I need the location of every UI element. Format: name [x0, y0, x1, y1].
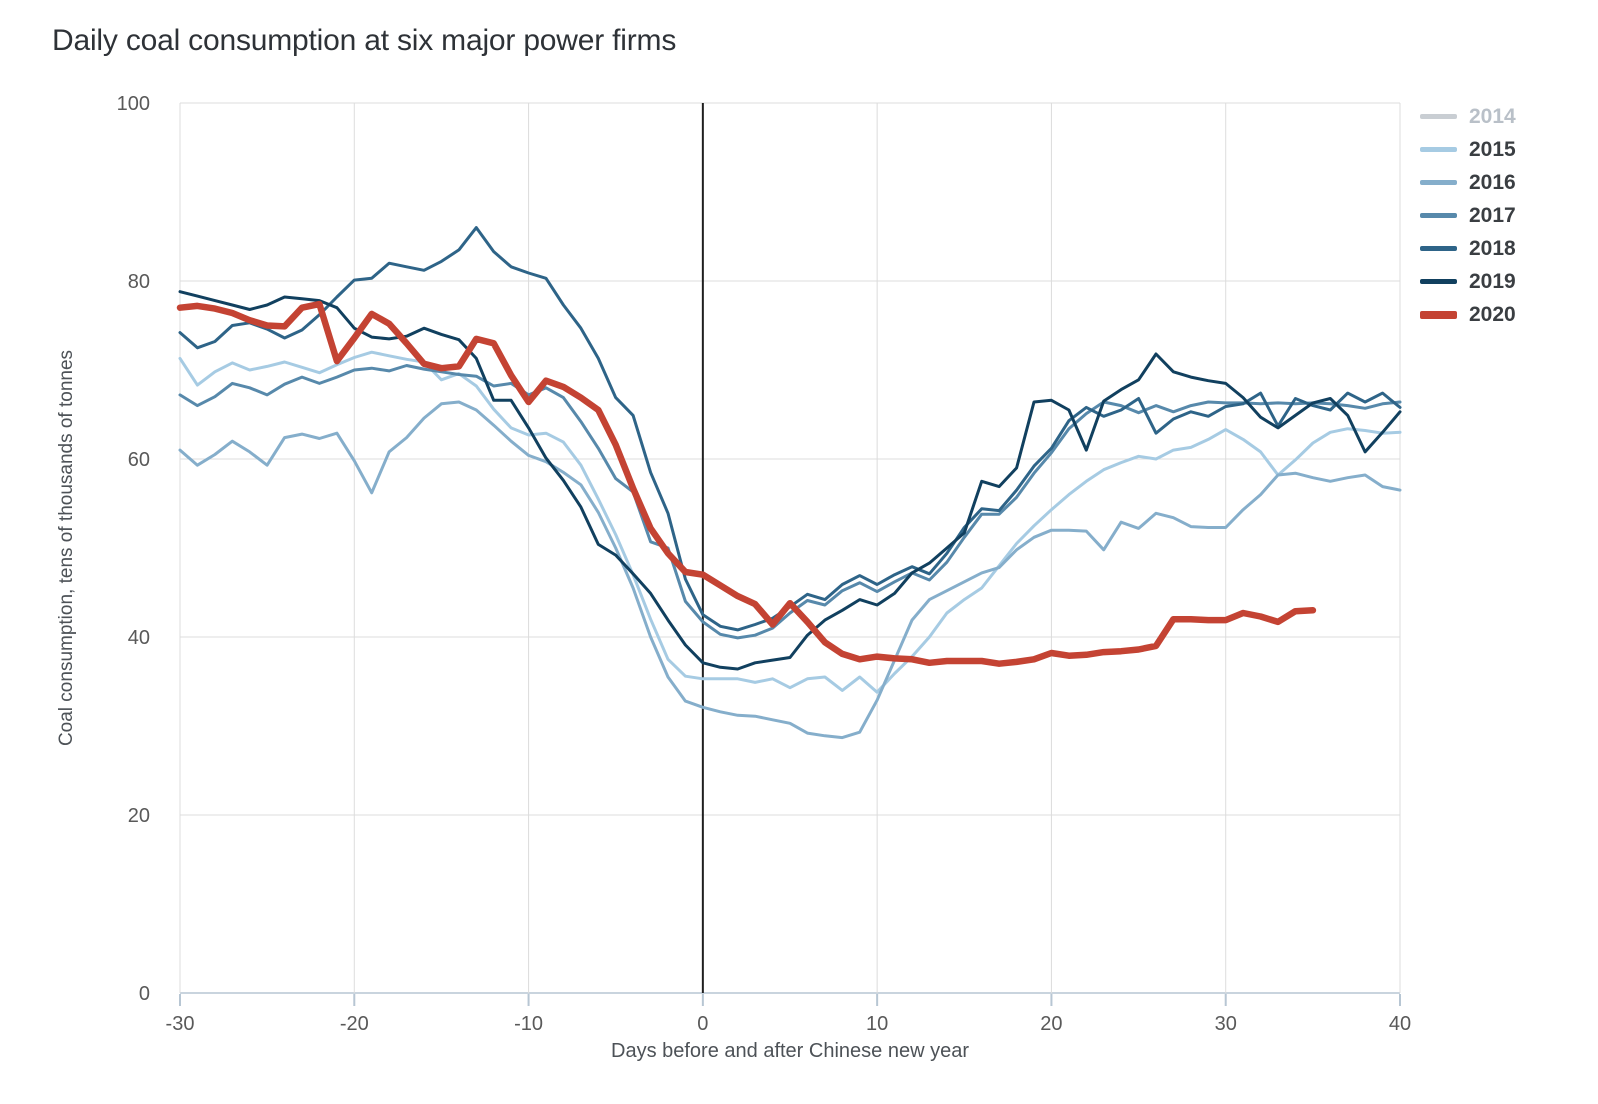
legend-item-2014[interactable]: 2014	[1420, 100, 1590, 133]
y-tick-label: 100	[117, 93, 150, 115]
x-tick-label: -20	[340, 1013, 369, 1035]
legend-swatch-2017	[1420, 213, 1457, 218]
series-line-2015	[178, 350, 1402, 694]
x-tick-label: 40	[1389, 1013, 1411, 1035]
legend-swatch-2018	[1420, 246, 1457, 251]
y-tick-label: 60	[128, 449, 150, 471]
legend: 2014 2015 2016 2017 2018 2019 2020	[1420, 100, 1590, 331]
x-axis-title: Days before and after Chinese new year	[611, 1040, 969, 1062]
legend-item-2017[interactable]: 2017	[1420, 199, 1590, 232]
legend-item-2020[interactable]: 2020	[1420, 298, 1590, 331]
series-line-2020	[176, 300, 1317, 667]
series-line-2019	[178, 290, 1402, 671]
y-tick-label: 20	[128, 805, 150, 827]
legend-item-2015[interactable]: 2015	[1420, 133, 1590, 166]
legend-swatch-2016	[1420, 180, 1457, 185]
x-tick-label: 0	[697, 1013, 708, 1035]
legend-item-2016[interactable]: 2016	[1420, 166, 1590, 199]
x-tick-label: -30	[166, 1013, 195, 1035]
legend-swatch-2014	[1420, 114, 1457, 119]
legend-swatch-2019	[1420, 279, 1457, 284]
y-tick-label: 80	[128, 271, 150, 293]
legend-label-2019: 2019	[1469, 269, 1516, 293]
y-tick-label: 40	[128, 627, 150, 649]
legend-item-2018[interactable]: 2018	[1420, 232, 1590, 265]
x-tick-label: -10	[514, 1013, 543, 1035]
series-line-2016	[178, 400, 1402, 740]
y-tick-label: 0	[139, 983, 150, 1005]
legend-label-2016: 2016	[1469, 170, 1516, 194]
x-tick-label: 10	[866, 1013, 888, 1035]
legend-swatch-2015	[1420, 147, 1457, 152]
page-title: Daily coal consumption at six major powe…	[52, 24, 677, 57]
legend-label-2014: 2014	[1469, 104, 1516, 128]
legend-label-2020: 2020	[1469, 302, 1516, 326]
x-tick-label: 20	[1040, 1013, 1062, 1035]
legend-label-2018: 2018	[1469, 236, 1516, 260]
x-tick-label: 30	[1215, 1013, 1237, 1035]
legend-swatch-2020	[1420, 310, 1457, 319]
legend-label-2015: 2015	[1469, 137, 1516, 161]
legend-item-2019[interactable]: 2019	[1420, 265, 1590, 298]
series-line-2018	[178, 226, 1402, 632]
series-line-2017	[178, 364, 1402, 640]
legend-label-2017: 2017	[1469, 203, 1516, 227]
